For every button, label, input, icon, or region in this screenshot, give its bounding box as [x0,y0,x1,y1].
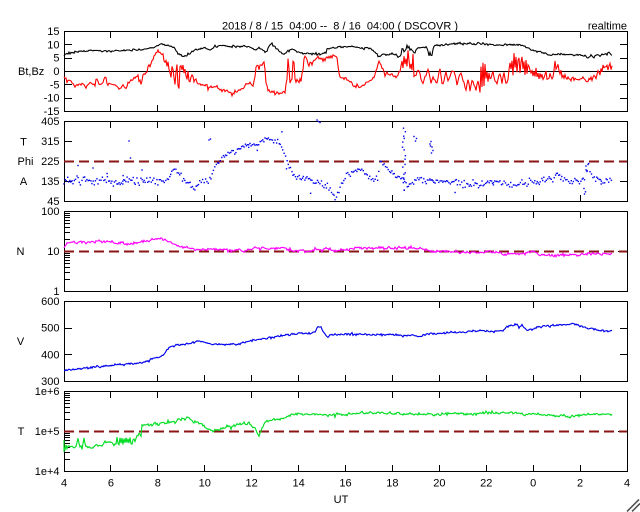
svg-text:UT: UT [334,494,349,506]
svg-text:14: 14 [292,478,304,490]
svg-text:315: 315 [41,136,59,148]
svg-text:2018 / 8 / 15 04:00 -- 8 / 1: 2018 / 8 / 15 04:00 -- 8 / 16 04:00 ( DS… [222,21,458,33]
svg-text:6: 6 [108,478,114,490]
svg-text:0: 0 [53,66,59,78]
svg-text:135: 135 [41,176,59,188]
svg-text:2: 2 [577,478,583,490]
svg-text:5: 5 [53,53,59,65]
svg-text:-15: -15 [44,106,60,118]
svg-text:V: V [17,336,25,348]
svg-text:A: A [20,176,28,188]
svg-text:T: T [18,426,25,438]
svg-text:4: 4 [624,478,630,490]
svg-text:8: 8 [155,478,161,490]
svg-text:10: 10 [47,246,59,258]
svg-text:225: 225 [41,156,59,168]
svg-text:T: T [20,137,27,149]
svg-text:600: 600 [41,296,59,308]
svg-text:realtime: realtime [588,21,627,33]
svg-text:0: 0 [530,478,536,490]
svg-text:Bt,Bz: Bt,Bz [18,66,44,78]
svg-text:1e+4: 1e+4 [35,466,60,478]
svg-text:4: 4 [61,478,67,490]
svg-text:10: 10 [47,39,59,51]
svg-text:1e+5: 1e+5 [35,426,60,438]
svg-text:500: 500 [41,323,59,335]
svg-text:45: 45 [47,196,59,208]
svg-text:405: 405 [41,116,59,128]
svg-text:22: 22 [480,478,492,490]
svg-text:18: 18 [386,478,398,490]
svg-text:10: 10 [199,478,211,490]
svg-text:Phi: Phi [18,156,34,168]
svg-text:-5: -5 [50,79,60,91]
svg-text:16: 16 [339,478,351,490]
svg-text:12: 12 [246,478,258,490]
svg-text:N: N [17,246,25,258]
svg-text:20: 20 [433,478,445,490]
svg-text:15: 15 [47,26,59,38]
svg-text:1e+6: 1e+6 [35,386,60,398]
svg-text:100: 100 [41,206,59,218]
svg-text:-10: -10 [44,93,60,105]
svg-text:1: 1 [53,286,59,298]
svg-text:300: 300 [41,376,59,388]
svg-text:400: 400 [41,349,59,361]
